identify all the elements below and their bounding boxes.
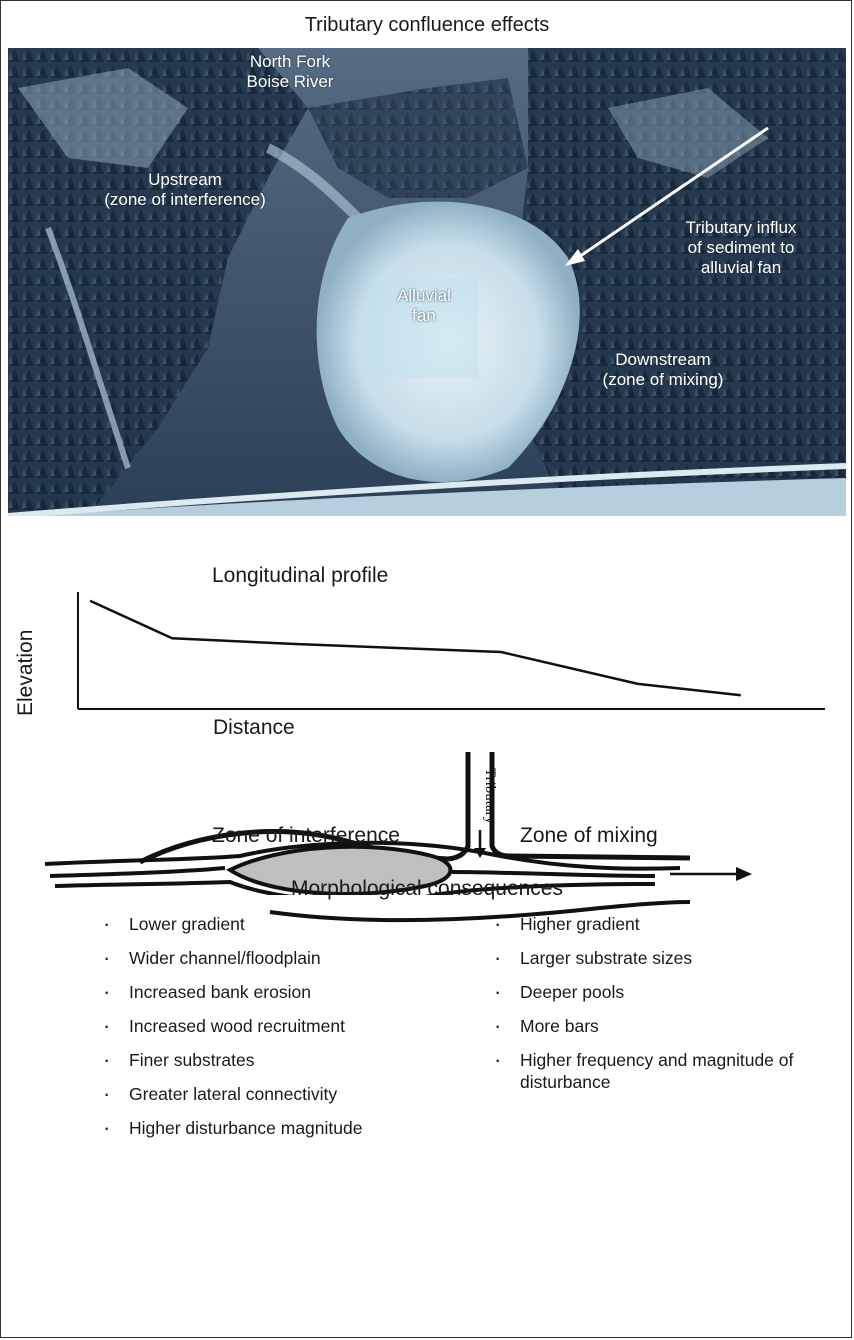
list-item: Higher disturbance magnitude [103, 1117, 433, 1139]
influx-arrow-line [572, 126, 769, 263]
upper-bank-downstream [509, 853, 691, 861]
list-item: Lower gradient [103, 913, 433, 935]
planform-diagram: Tributary [138, 752, 691, 864]
thread-4 [54, 879, 656, 895]
label-downstream: Downstream (zone of mixing) [602, 350, 724, 389]
label-river: North Fork Boise River [246, 52, 334, 91]
list-item: Increased wood recruitment [103, 1015, 433, 1037]
list-item: Greater lateral connectivity [103, 1083, 433, 1105]
tributary-label: Tributary [482, 768, 498, 825]
list-item: Wider channel/floodplain [103, 947, 433, 969]
consequences-title: Morphological consequences [290, 877, 563, 900]
tributary-bank-left [447, 752, 471, 862]
label-influx: Tributary influx of sediment to alluvial… [685, 218, 797, 277]
list-item: Increased bank erosion [103, 981, 433, 1003]
thread-3 [451, 870, 656, 878]
profile-line [89, 599, 741, 697]
y-axis-label: Elevation [14, 629, 37, 716]
lower-bank-extension [269, 900, 691, 923]
profile-chart [77, 592, 825, 710]
thread-1 [44, 840, 681, 871]
label-upstream: Upstream (zone of interference) [104, 170, 266, 209]
figure-title: Tributary confluence effects [304, 14, 550, 36]
channel-braids [44, 840, 752, 895]
list-item: Finer substrates [103, 1049, 433, 1071]
mid-channel-bar [225, 844, 453, 895]
zone-mixing-label: Zone of mixing [520, 824, 658, 847]
mixing-consequences-list: Higher gradient Larger substrate sizes D… [494, 913, 824, 1105]
thread-2 [49, 866, 226, 878]
list-item: Higher gradient [494, 913, 824, 935]
influx-arrowhead [565, 249, 585, 266]
list-item: More bars [494, 1015, 824, 1037]
aerial-photo: North Fork Boise River Upstream (zone of… [8, 48, 846, 516]
interference-consequences-list: Lower gradient Wider channel/floodplain … [103, 913, 433, 1151]
zone-interference-label: Zone of interference [212, 824, 400, 847]
list-item: Deeper pools [494, 981, 824, 1003]
profile-title: Longitudinal profile [212, 564, 389, 587]
list-item: Higher frequency and magnitude of distur… [494, 1049, 824, 1093]
list-item: Larger substrate sizes [494, 947, 824, 969]
x-axis-label: Distance [213, 716, 295, 739]
downstream-arrowhead [736, 867, 752, 881]
aerial-photo-illustration [8, 48, 846, 516]
label-fan: Alluvial fan [397, 286, 451, 325]
